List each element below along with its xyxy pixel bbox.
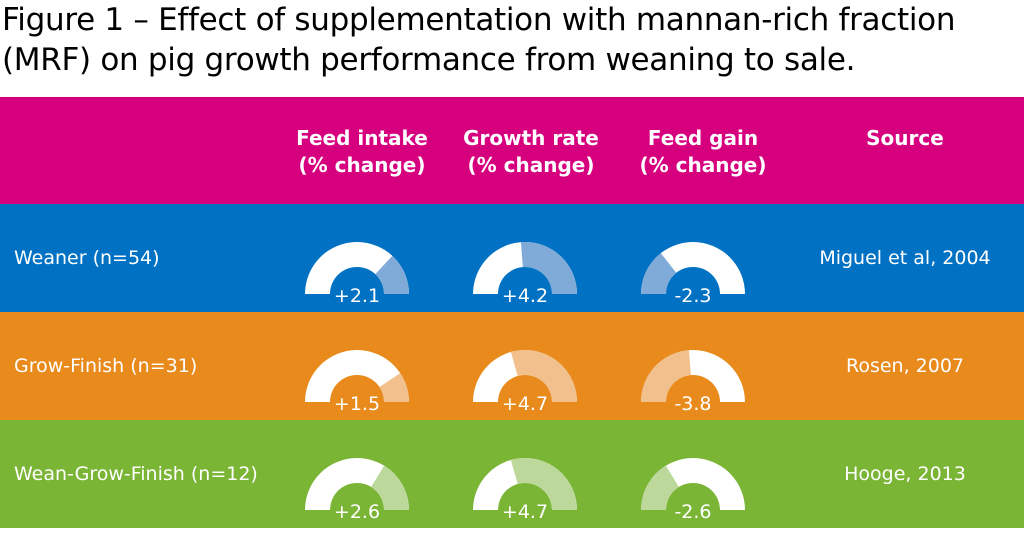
gauge-feed-gain <box>641 350 745 402</box>
gauge-value-arc <box>641 253 677 294</box>
table-row-wean-grow-finish: Wean-Grow-Finish (n=12) +2.6 +4.7 -2.6 Hooge… <box>0 420 1024 528</box>
gauge-value-arc <box>510 349 577 402</box>
gauge-value-label: +1.5 <box>333 393 381 415</box>
gauge-feed-intake <box>305 350 409 402</box>
gauge-value-label: +2.6 <box>333 501 381 523</box>
gauge-value-label: +4.2 <box>501 285 549 307</box>
column-header-feed-intake-line-1: Feed intake <box>296 126 428 150</box>
column-header-growth-rate-line-2: (% change) <box>467 153 595 177</box>
column-header-feed-intake-line-2: (% change) <box>298 153 426 177</box>
gauge-feed-gain <box>641 242 745 294</box>
column-header-feed-gain: Feed gain (% change) <box>608 125 798 179</box>
gauge-value-arc <box>379 373 409 402</box>
figure-title-line-1: Figure 1 – Effect of supplementation wit… <box>2 2 956 38</box>
row-label: Wean-Grow-Finish (n=12) <box>14 463 258 485</box>
column-header-feed-gain-line-2: (% change) <box>639 153 767 177</box>
table-row-grow-finish: Grow-Finish (n=31) +1.5 +4.7 -3.8 Rosen, 200… <box>0 312 1024 420</box>
gauge-value-arc <box>375 255 409 294</box>
column-header-source: Source <box>810 125 1000 152</box>
gauge-growth-rate <box>473 241 577 294</box>
gauge-value-label: +4.7 <box>501 501 549 523</box>
gauge-growth-rate <box>473 457 577 510</box>
column-header-feed-intake: Feed intake (% change) <box>267 125 457 179</box>
gauge-value-label: -3.8 <box>674 393 712 415</box>
gauge-value-label: +2.1 <box>333 285 381 307</box>
figure-title-line-2: (MRF) on pig growth performance from wea… <box>2 42 856 78</box>
gauge-growth-rate <box>473 349 577 402</box>
column-header-growth-rate: Growth rate (% change) <box>436 125 626 179</box>
gauge-value-label: -2.3 <box>674 285 712 307</box>
row-label: Weaner (n=54) <box>14 247 160 269</box>
row-source: Miguel et al, 2004 <box>819 247 991 269</box>
gauge-value-arc <box>510 457 577 510</box>
column-header-feed-gain-line-1: Feed gain <box>647 126 759 150</box>
gauge-value-arc <box>371 465 409 510</box>
gauge-value-arc <box>641 465 679 510</box>
gauge-feed-intake <box>305 458 409 510</box>
row-source: Rosen, 2007 <box>845 355 965 377</box>
column-header-growth-rate-line-1: Growth rate <box>463 126 599 150</box>
gauge-value-label: -2.6 <box>674 501 712 523</box>
column-header-source-line-1: Source <box>866 126 944 150</box>
figure-title: Figure 1 – Effect of supplementation wit… <box>2 0 1022 80</box>
row-source: Hooge, 2013 <box>844 463 966 485</box>
gauge-value-label: +4.7 <box>501 393 549 415</box>
gauge-feed-intake <box>305 242 409 294</box>
table-row-weaner: Weaner (n=54) +2.1 +4.2 -2.3 Miguel et al, 2… <box>0 204 1024 312</box>
gauge-feed-gain <box>641 458 745 510</box>
row-label: Grow-Finish (n=31) <box>14 355 198 377</box>
gauge-value-arc <box>641 350 691 402</box>
table-header: Feed intake (% change) Growth rate (% ch… <box>0 97 1024 204</box>
gauge-value-arc <box>520 241 577 294</box>
